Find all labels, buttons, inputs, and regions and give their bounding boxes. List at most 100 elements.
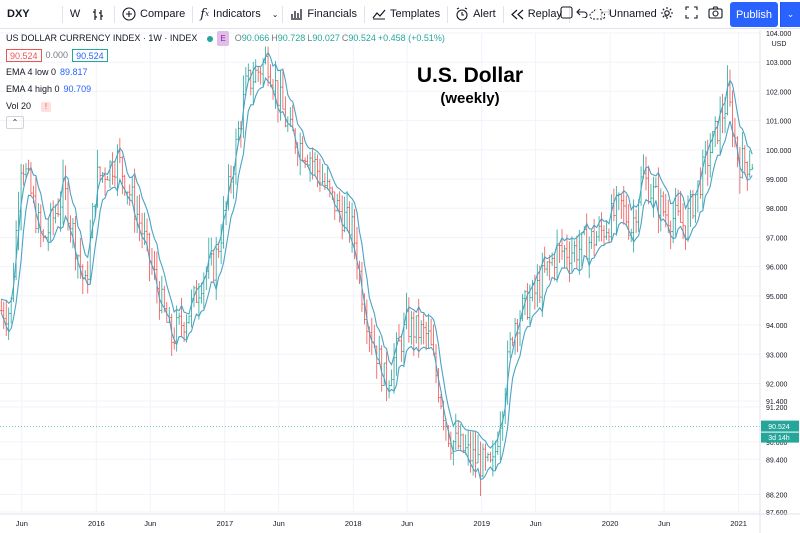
ohlc-bar — [7, 307, 10, 340]
ohlc-bar — [553, 252, 556, 281]
ohlc-bar — [597, 216, 601, 242]
ohlc-bar — [91, 202, 94, 239]
ohlc-bar — [375, 345, 378, 379]
ohlc-bar — [652, 176, 655, 218]
fullscreen-button[interactable] — [685, 0, 698, 29]
replay-button[interactable]: Replay — [504, 0, 569, 29]
ohlc-bar — [392, 343, 396, 394]
bid-price-box[interactable]: 90.524 — [6, 49, 42, 62]
ohlc-bar — [632, 199, 635, 253]
ohlc-bar — [84, 270, 87, 279]
collapse-legend-button[interactable]: ⌃ — [6, 116, 24, 129]
indicators-button[interactable]: f x Indicators — [193, 0, 267, 29]
exchange-badge: E — [217, 31, 229, 46]
toolbar-divider — [62, 5, 63, 23]
last-price-label: 90.524 — [768, 424, 790, 431]
ohlc-bar — [602, 225, 606, 245]
ohlc-bar — [37, 202, 40, 234]
financials-button[interactable]: Financials — [283, 0, 364, 29]
ohlc-bar — [79, 238, 82, 279]
ohlc-bar — [600, 212, 603, 242]
ohlc-bar — [486, 452, 490, 462]
ohlc-bar — [180, 297, 183, 338]
publish-button[interactable]: Publish — [730, 2, 778, 27]
ohlc-bar — [308, 151, 312, 182]
ohlc-bar — [452, 440, 455, 466]
countdown-label: 3d 14h — [768, 435, 790, 442]
ohlc-bar — [121, 156, 124, 195]
alert-button[interactable]: Alert — [448, 0, 503, 29]
indicators-label: Indicators — [213, 8, 261, 20]
ohlc-bar — [185, 314, 188, 343]
toolbar-divider — [502, 5, 504, 23]
indicators-dropdown[interactable]: ⌄ — [268, 0, 283, 29]
price-tick-label: 95.000 — [766, 294, 788, 301]
undo-button[interactable] — [570, 0, 594, 29]
ohlc-bar — [462, 433, 465, 454]
ohlc-bar — [98, 166, 102, 182]
chart-settings-button[interactable] — [660, 0, 674, 29]
ohlc-bar — [254, 59, 257, 83]
gear-icon — [660, 6, 674, 23]
bar-style-button[interactable] — [87, 0, 114, 29]
time-tick-label: Jun — [530, 519, 542, 528]
ohlc-bar — [217, 241, 220, 258]
ohlc-bar — [200, 282, 203, 304]
snapshot-button[interactable] — [708, 0, 723, 29]
warning-icon[interactable]: ! — [41, 101, 52, 112]
ema-high-indicator[interactable]: EMA 4 high 0 90.709 — [6, 82, 447, 97]
annotation-title[interactable]: U.S. Dollar — [416, 64, 524, 87]
annotation-subtitle[interactable]: (weekly) — [440, 90, 500, 107]
ohlc-bar — [627, 204, 630, 240]
time-axis[interactable]: Jun 2016 Jun 2017 Jun 2018 Jun 2019 Jun 2020 Jun 20… — [0, 513, 800, 528]
ohlc-bar — [570, 236, 574, 272]
templates-label: Templates — [389, 8, 441, 20]
ema-low-indicator[interactable]: EMA 4 low 0 89.817 — [6, 65, 447, 80]
ohlc-bar — [521, 293, 524, 322]
ohlc-bar — [34, 177, 38, 234]
ohlc-bar — [659, 188, 663, 232]
ohlc-high: H90.728 — [271, 33, 306, 43]
interval-button[interactable]: W — [63, 0, 87, 29]
ask-price-box[interactable]: 90.524 — [72, 49, 108, 62]
ohlc-bar — [422, 313, 425, 345]
price-axis[interactable]: 104.000 103.000 102.000 101.000 100.000 99.00… — [759, 30, 799, 533]
chevron-down-icon: ⌄ — [271, 9, 279, 19]
ohlc-bar — [459, 424, 462, 452]
currency-label[interactable]: USD — [772, 41, 787, 48]
compare-label: Compare — [140, 8, 186, 20]
ohlc-bar — [476, 434, 480, 464]
bar-style-icon — [92, 8, 105, 21]
ohlc-bar — [281, 68, 285, 110]
ohlc-bar — [170, 313, 173, 356]
ohlc-bar — [605, 220, 608, 240]
ohlc-bar — [326, 167, 329, 190]
publish-options-button[interactable]: ⌄ — [780, 2, 800, 27]
ohlc-bar — [654, 177, 658, 189]
financials-label: Financials — [307, 8, 357, 20]
ohlc-close: C90.524 — [341, 33, 376, 43]
ohlc-bar — [595, 231, 598, 246]
ohlc-bar — [711, 130, 714, 154]
ohlc-bar — [565, 234, 569, 269]
select-layout-checkbox[interactable] — [560, 0, 573, 29]
fullscreen-icon — [685, 6, 698, 22]
square-icon — [560, 6, 573, 22]
compare-button[interactable]: Compare — [115, 0, 192, 29]
last-price-box[interactable] — [761, 420, 799, 432]
ohlc-bar — [106, 176, 109, 181]
time-tick-label: Jun — [144, 519, 156, 528]
undo-icon — [576, 8, 588, 21]
ohlc-bar — [113, 160, 117, 187]
legend-title-row: US DOLLAR CURRENCY INDEX · 1W · INDEX E … — [6, 31, 447, 46]
templates-button[interactable]: Templates — [365, 0, 447, 29]
ohlc-bar — [415, 315, 418, 344]
ohlc-bar — [328, 179, 332, 198]
price-tick-label: 103.000 — [766, 60, 791, 67]
symbol-search-button[interactable]: DXY — [0, 0, 62, 29]
countdown-box[interactable] — [761, 432, 799, 443]
price-chart[interactable]: 104.000 103.000 102.000 101.000 100.000 99.00… — [0, 30, 800, 533]
volume-indicator[interactable]: Vol 20 ! — [6, 99, 447, 114]
ohlc-bar — [457, 420, 460, 450]
price-tick-label: 93.000 — [766, 352, 788, 359]
